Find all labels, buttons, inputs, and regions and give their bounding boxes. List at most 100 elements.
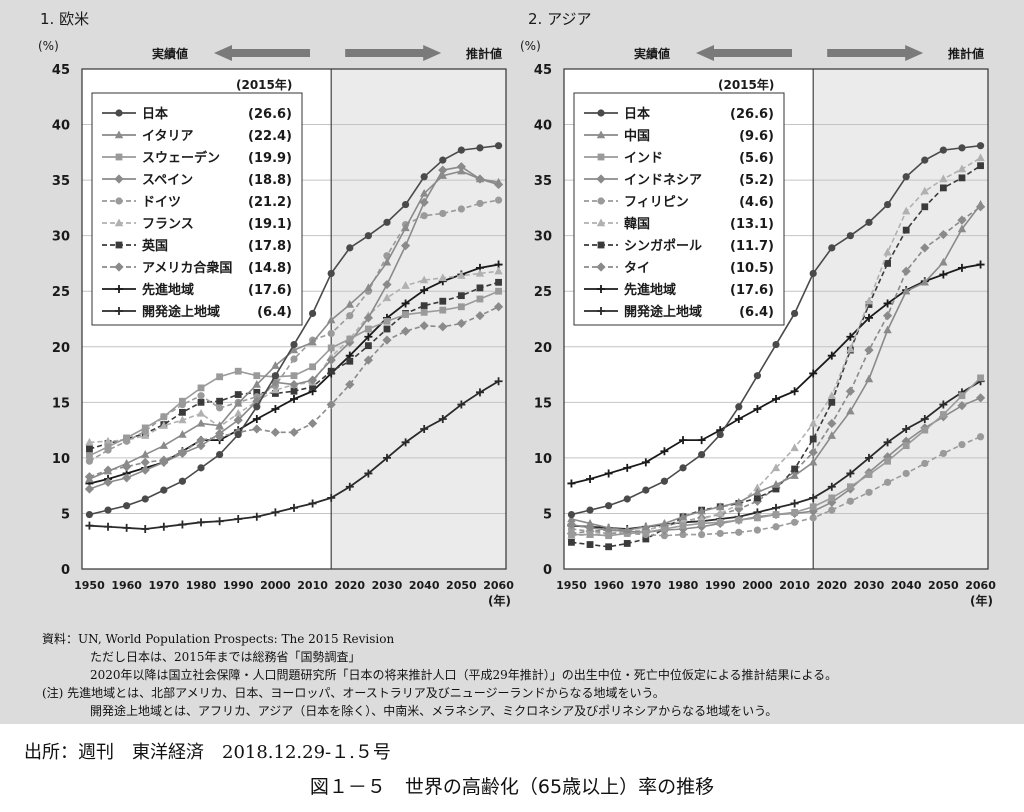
data-point xyxy=(252,380,262,388)
data-point xyxy=(865,488,873,496)
data-point xyxy=(327,269,335,278)
data-point xyxy=(252,512,261,521)
legend-label: フィリピン xyxy=(624,195,689,210)
data-point xyxy=(216,373,224,381)
data-point xyxy=(364,232,372,240)
data-point xyxy=(420,286,429,295)
data-point xyxy=(476,199,484,208)
data-point xyxy=(178,415,187,424)
figure-caption: 図１－５ 世界の高齢化（65歳以上）率の推移 xyxy=(309,776,715,798)
data-point xyxy=(271,508,280,517)
data-point xyxy=(864,313,873,322)
legend-label: 中国 xyxy=(624,128,650,144)
x-tick-label: 1990 xyxy=(223,579,254,592)
data-point xyxy=(585,518,595,527)
data-point xyxy=(790,309,799,318)
data-point xyxy=(846,332,855,341)
data-point xyxy=(920,186,929,195)
x-axis-unit: (年) xyxy=(970,593,993,608)
data-point xyxy=(438,165,448,175)
legend-title: (2015年) xyxy=(236,77,292,92)
projection-values-label: 推計値 xyxy=(948,46,984,61)
data-point xyxy=(605,502,613,510)
data-point xyxy=(772,340,780,349)
data-point xyxy=(642,486,650,494)
data-point xyxy=(271,385,280,394)
data-point xyxy=(122,523,131,532)
data-point xyxy=(327,367,335,375)
note-projection-source: 2020年以降は国立社会保障・人口問題研究所「日本の将来推計人口（平成29年推計… xyxy=(90,668,838,682)
data-point xyxy=(753,405,762,413)
data-point xyxy=(346,335,354,343)
data-point xyxy=(457,292,465,300)
data-point xyxy=(457,271,466,279)
data-point xyxy=(939,400,948,409)
data-point xyxy=(883,299,892,308)
data-point xyxy=(115,241,123,249)
legend-label: タイ xyxy=(624,261,650,276)
data-point xyxy=(364,332,373,341)
data-point xyxy=(234,367,242,375)
data-point xyxy=(438,322,448,332)
data-point xyxy=(735,528,743,536)
data-point xyxy=(772,395,780,403)
data-point xyxy=(253,372,261,380)
data-point xyxy=(115,153,123,161)
y-tick-label: 10 xyxy=(534,452,552,467)
series-1 xyxy=(567,142,985,519)
data-point xyxy=(864,374,874,383)
data-point xyxy=(567,510,576,519)
data-point xyxy=(160,486,168,494)
data-point xyxy=(364,283,373,292)
data-point xyxy=(196,408,206,417)
y-tick-label: 15 xyxy=(534,396,552,411)
data-point xyxy=(771,480,781,488)
data-point xyxy=(846,406,855,415)
legend-label: インドネシア xyxy=(624,173,702,188)
projection-shading xyxy=(331,69,506,569)
x-tick-label: 2000 xyxy=(742,579,773,592)
data-point xyxy=(252,424,262,434)
data-point xyxy=(846,469,855,478)
data-point xyxy=(828,506,836,514)
data-point xyxy=(290,503,298,512)
y-tick-label: 15 xyxy=(52,396,70,411)
note-developed-regions: (注) 先進地域とは、北部アメリカ、日本、ヨーロッパ、オーストラリア及びニュージ… xyxy=(42,686,665,700)
source-citation: 出所：週刊 東洋経済 2018.12.29-１.５号 xyxy=(24,742,391,763)
data-point xyxy=(586,531,594,538)
data-point xyxy=(141,450,150,458)
data-point xyxy=(86,452,93,460)
data-point xyxy=(289,345,299,354)
data-point xyxy=(196,418,206,427)
x-tick-label: 2060 xyxy=(483,579,514,592)
data-point xyxy=(401,299,410,308)
y-tick-label: 0 xyxy=(61,563,70,578)
data-point xyxy=(920,415,929,423)
data-point xyxy=(809,435,817,443)
data-point xyxy=(309,363,316,371)
data-point xyxy=(159,421,169,429)
data-point xyxy=(596,218,606,227)
data-point xyxy=(103,436,113,445)
data-point xyxy=(401,200,410,209)
data-point xyxy=(976,153,985,162)
data-point xyxy=(494,177,503,186)
data-point xyxy=(178,477,187,485)
note-japan-source: ただし日本は、2015年までは総務省「国勢調査」 xyxy=(90,650,361,664)
data-point xyxy=(457,146,465,154)
data-point xyxy=(865,471,873,478)
data-point xyxy=(115,197,123,205)
data-point xyxy=(383,218,391,226)
data-point xyxy=(141,424,149,432)
projection-values-label: 推計値 xyxy=(466,46,502,61)
data-point xyxy=(977,374,984,382)
data-point xyxy=(382,335,392,345)
legend-label: フランス xyxy=(142,217,194,232)
data-point xyxy=(568,538,575,546)
data-point xyxy=(104,443,112,451)
data-point xyxy=(272,390,279,397)
data-point xyxy=(958,144,966,152)
data-point xyxy=(567,514,576,523)
data-point xyxy=(475,174,485,183)
data-point xyxy=(679,530,687,539)
